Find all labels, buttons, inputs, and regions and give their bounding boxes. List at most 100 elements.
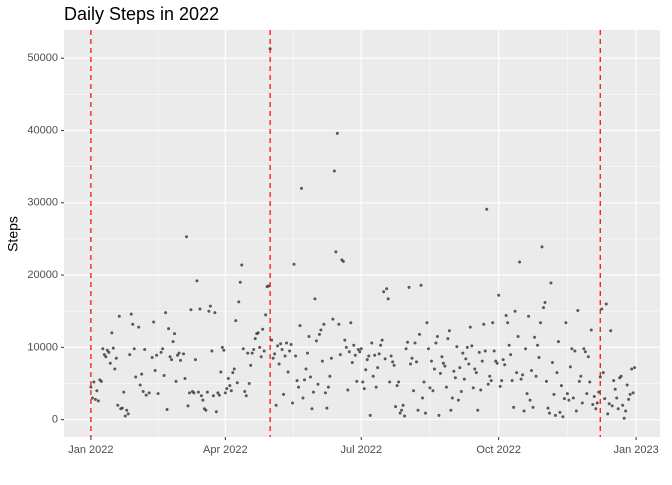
point — [395, 384, 399, 388]
point — [229, 389, 233, 393]
point — [600, 307, 604, 311]
point — [361, 380, 365, 384]
point — [489, 379, 493, 383]
point — [488, 374, 492, 378]
point — [170, 358, 174, 362]
point — [473, 367, 477, 371]
point — [252, 348, 256, 352]
point — [187, 391, 191, 395]
point — [177, 351, 181, 355]
point — [129, 312, 133, 316]
point — [105, 348, 109, 352]
point — [277, 362, 281, 366]
point — [198, 307, 202, 311]
point — [323, 391, 327, 395]
point — [432, 367, 436, 371]
point — [498, 384, 502, 388]
point — [332, 169, 336, 173]
point — [558, 410, 562, 414]
point — [262, 349, 266, 353]
point — [193, 358, 197, 362]
point — [407, 285, 411, 289]
point — [364, 368, 368, 372]
point — [102, 353, 106, 357]
point — [319, 328, 323, 332]
point — [449, 408, 453, 412]
point — [494, 359, 498, 363]
point — [101, 347, 105, 351]
point — [624, 409, 628, 413]
point — [214, 410, 218, 414]
point — [371, 374, 375, 378]
point — [304, 367, 308, 371]
point — [271, 356, 275, 360]
y-tick-label: 20000 — [27, 269, 58, 281]
point — [132, 347, 136, 351]
point — [392, 363, 396, 367]
point — [588, 380, 592, 384]
point — [213, 311, 217, 315]
point — [134, 375, 138, 379]
point — [576, 308, 580, 312]
point — [506, 321, 510, 325]
point — [452, 369, 456, 373]
point — [507, 343, 511, 347]
point — [491, 321, 495, 325]
point — [474, 371, 478, 375]
point — [497, 293, 501, 297]
point — [456, 398, 460, 402]
point — [201, 398, 205, 402]
point — [562, 397, 566, 401]
point — [528, 398, 532, 402]
point — [386, 297, 390, 301]
point — [334, 250, 338, 254]
point — [565, 392, 569, 396]
point — [461, 351, 465, 355]
point — [195, 279, 199, 283]
point — [561, 415, 565, 419]
point — [515, 371, 519, 375]
x-tick-label: Oct 2022 — [476, 444, 521, 456]
point — [512, 405, 516, 409]
point — [307, 335, 311, 339]
point — [256, 331, 260, 335]
point — [273, 352, 277, 356]
point — [300, 186, 304, 190]
x-tick-label: Apr 2022 — [203, 444, 248, 456]
point — [518, 260, 522, 264]
point — [583, 350, 587, 354]
point — [531, 405, 535, 409]
point — [350, 361, 354, 365]
point — [264, 313, 268, 317]
point — [205, 390, 209, 394]
point — [437, 413, 441, 417]
point — [570, 347, 574, 351]
point — [621, 403, 625, 407]
point — [444, 385, 448, 389]
point — [314, 339, 318, 343]
point — [503, 363, 507, 367]
point — [131, 322, 135, 326]
point — [356, 348, 360, 352]
point — [533, 335, 537, 339]
point — [443, 364, 447, 368]
point — [289, 342, 293, 346]
point — [482, 322, 486, 326]
point — [631, 391, 635, 395]
point — [574, 409, 578, 413]
point — [610, 404, 614, 408]
x-tick-label: Jul 2022 — [340, 444, 382, 456]
point — [189, 308, 193, 312]
point — [628, 392, 632, 396]
point — [543, 301, 547, 305]
point — [601, 371, 605, 375]
point — [615, 396, 619, 400]
point — [288, 349, 292, 353]
point — [232, 367, 236, 371]
point — [211, 394, 215, 398]
point — [495, 361, 499, 365]
point — [483, 349, 487, 353]
point — [325, 406, 329, 410]
point — [138, 383, 142, 387]
point — [241, 347, 245, 351]
